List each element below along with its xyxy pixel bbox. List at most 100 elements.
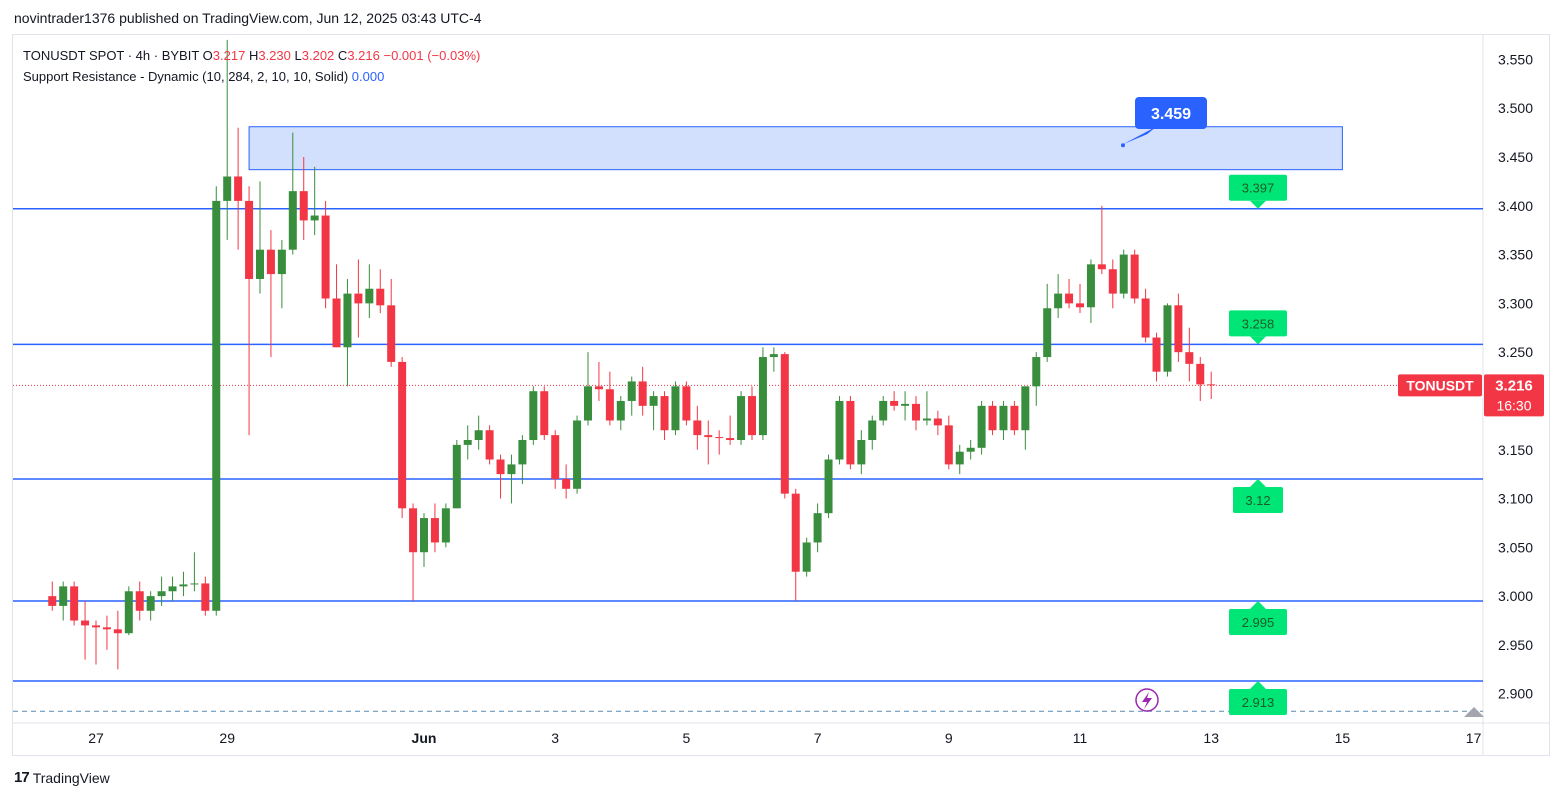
candle-body[interactable] <box>682 386 691 421</box>
candle-body[interactable] <box>376 288 385 306</box>
candle-body[interactable] <box>966 447 975 452</box>
candle-body[interactable] <box>1196 363 1205 385</box>
candle-body[interactable] <box>868 420 877 440</box>
candle-body[interactable] <box>1119 254 1128 294</box>
candle-body[interactable] <box>671 386 680 431</box>
candle-body[interactable] <box>124 591 133 634</box>
candle-body[interactable] <box>1097 264 1106 270</box>
candle-body[interactable] <box>496 459 505 475</box>
candle-body[interactable] <box>1152 337 1161 372</box>
indicator-name[interactable]: Support Resistance - Dynamic (10, 284, 2… <box>23 69 349 84</box>
candle-body[interactable] <box>223 176 232 201</box>
candle-body[interactable] <box>562 479 571 489</box>
candle-body[interactable] <box>616 400 625 421</box>
candle-body[interactable] <box>201 583 210 611</box>
candle-body[interactable] <box>1010 405 1019 431</box>
candle-body[interactable] <box>704 435 713 438</box>
candle-body[interactable] <box>1086 264 1095 308</box>
candle-body[interactable] <box>59 586 68 606</box>
candle-body[interactable] <box>179 584 188 587</box>
candle-body[interactable] <box>780 354 789 494</box>
candle-body[interactable] <box>507 464 516 475</box>
candle-body[interactable] <box>627 381 636 401</box>
candle-body[interactable] <box>540 391 549 436</box>
level-tag-2[interactable] <box>1229 310 1287 337</box>
candle-body[interactable] <box>277 249 286 275</box>
candle-body[interactable] <box>748 396 756 436</box>
candle-body[interactable] <box>890 400 899 406</box>
candle-body[interactable] <box>1076 303 1084 308</box>
candle-body[interactable] <box>846 400 855 465</box>
candle-body[interactable] <box>387 305 396 362</box>
candle-body[interactable] <box>485 430 494 460</box>
candle-body[interactable] <box>463 439 472 445</box>
candle-body[interactable] <box>660 396 669 431</box>
candle-body[interactable] <box>551 435 560 480</box>
candle-body[interactable] <box>354 293 363 304</box>
candle-body[interactable] <box>310 215 319 221</box>
candle-body[interactable] <box>922 418 931 421</box>
candle-body[interactable] <box>1108 269 1117 294</box>
candle-body[interactable] <box>791 493 800 572</box>
candle-body[interactable] <box>573 420 582 489</box>
candle-body[interactable] <box>398 361 407 509</box>
candle-body[interactable] <box>1021 386 1030 431</box>
candle-body[interactable] <box>1174 305 1183 353</box>
candle-body[interactable] <box>594 386 603 390</box>
current-price-badge[interactable] <box>1484 374 1544 417</box>
candle-body[interactable] <box>955 451 964 465</box>
level-tag-4[interactable] <box>1229 609 1287 636</box>
chart-pane[interactable]: 3.397 3.258 3.12 2.995 2.913 3.459 3.550 3.500 3… <box>12 34 1550 756</box>
candle-body[interactable] <box>1207 384 1216 386</box>
candle-body[interactable] <box>168 586 177 592</box>
candle-body[interactable] <box>693 420 702 436</box>
candle-body[interactable] <box>409 508 418 553</box>
candle-body[interactable] <box>92 625 100 628</box>
candle-body[interactable] <box>758 357 767 436</box>
candle-body[interactable] <box>474 430 483 440</box>
symbol-tag[interactable] <box>1398 374 1482 397</box>
candle-body[interactable] <box>737 396 746 440</box>
candle-body[interactable] <box>266 249 275 275</box>
candle-body[interactable] <box>649 396 658 406</box>
candle-body[interactable] <box>1065 293 1074 304</box>
candle-body[interactable] <box>824 459 833 514</box>
candle-body[interactable] <box>365 288 374 304</box>
candle-body[interactable] <box>234 176 243 201</box>
candle-body[interactable] <box>912 403 920 421</box>
candle-body[interactable] <box>1054 293 1063 309</box>
candle-body[interactable] <box>988 405 997 431</box>
candle-body[interactable] <box>135 591 144 611</box>
candle-body[interactable] <box>157 591 166 597</box>
candle-body[interactable] <box>113 629 122 634</box>
candle-body[interactable] <box>835 400 844 460</box>
candle-body[interactable] <box>1185 352 1194 364</box>
candle-body[interactable] <box>977 405 986 448</box>
candle-body[interactable] <box>584 386 592 421</box>
price-callout[interactable] <box>1135 97 1207 129</box>
candle-body[interactable] <box>1130 254 1139 299</box>
candle-body[interactable] <box>441 508 450 543</box>
candle-body[interactable] <box>1163 305 1172 372</box>
candle-body[interactable] <box>190 583 199 585</box>
candle-body[interactable] <box>529 391 538 440</box>
candle-body[interactable] <box>605 389 614 421</box>
candle-body[interactable] <box>102 627 111 630</box>
candlestick-chart[interactable]: 3.397 3.258 3.12 2.995 2.913 3.459 3.550 3.500 3… <box>13 35 1549 755</box>
candle-body[interactable] <box>638 381 647 406</box>
candle-body[interactable] <box>1141 298 1150 338</box>
candle-body[interactable] <box>343 293 352 348</box>
candle-body[interactable] <box>1043 308 1052 358</box>
candle-body[interactable] <box>769 354 778 358</box>
candle-body[interactable] <box>332 298 341 348</box>
candle-body[interactable] <box>726 438 735 440</box>
candle-body[interactable] <box>430 518 439 543</box>
scroll-right-icon[interactable] <box>1464 707 1484 717</box>
candle-body[interactable] <box>146 596 155 611</box>
candle-body[interactable] <box>299 191 308 221</box>
level-tag-5[interactable] <box>1229 689 1287 716</box>
candle-body[interactable] <box>802 542 811 572</box>
candle-body[interactable] <box>321 215 330 299</box>
resistance-zone[interactable] <box>248 126 1343 171</box>
candle-body[interactable] <box>518 439 527 465</box>
